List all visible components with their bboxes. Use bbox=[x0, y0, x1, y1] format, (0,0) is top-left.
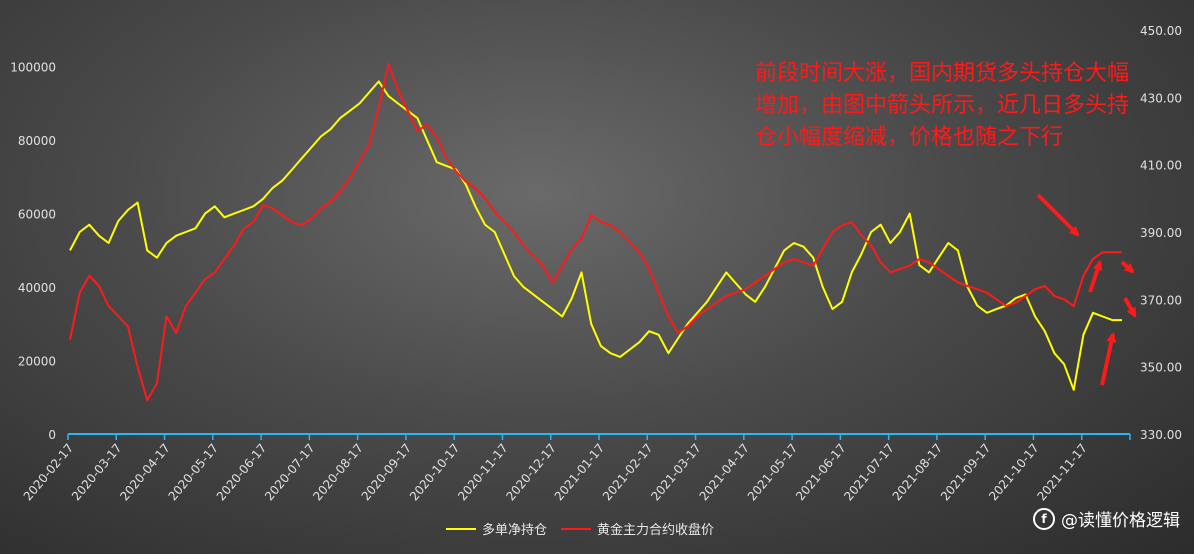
arrow-right-lower bbox=[1123, 297, 1137, 318]
legend-swatch-yellow bbox=[446, 527, 476, 530]
x-tick-label: 2021-05-17 bbox=[745, 441, 801, 503]
legend-item-price: 黄金主力合约收盘价 bbox=[561, 519, 714, 538]
arrow-up-upper bbox=[1088, 260, 1103, 293]
annotation-arrows bbox=[1036, 193, 1137, 386]
arrow-down-right bbox=[1036, 193, 1080, 237]
x-tick-label: 2020-10-17 bbox=[407, 441, 463, 503]
legend-item-position: 多单净持仓 bbox=[446, 519, 547, 538]
x-tick-label: 2020-07-17 bbox=[262, 441, 318, 503]
x-tick-label: 2020-08-17 bbox=[310, 441, 366, 503]
watermark-logo-icon: f bbox=[1033, 507, 1055, 530]
y-left-tick-label: 60000 bbox=[18, 208, 56, 222]
chart-legend: 多单净持仓 黄金主力合约收盘价 bbox=[446, 519, 714, 538]
x-tick-label: 2020-03-17 bbox=[69, 441, 125, 503]
chart-annotation: 前段时间大涨，国内期货多头持仓大幅增加，由图中箭头所示，近几日多头持仓小幅度缩减… bbox=[755, 61, 1130, 150]
series-line-price bbox=[69, 62, 1122, 402]
y-left-tick-label: 0 bbox=[48, 428, 56, 442]
x-tick-label: 2021-11-17 bbox=[1034, 441, 1090, 503]
watermark-text: @读懂价格逻辑 bbox=[1061, 511, 1180, 531]
y-right-tick-label: 330.00 bbox=[1140, 428, 1182, 442]
y-left-tick-label: 40000 bbox=[18, 281, 56, 295]
x-tick-label: 2021-08-17 bbox=[890, 441, 946, 503]
x-tick-label: 2020-04-17 bbox=[117, 441, 173, 503]
x-tick-label: 2020-09-17 bbox=[359, 441, 415, 503]
x-tick-label: 2021-04-17 bbox=[697, 441, 753, 503]
x-tick-label: 2021-10-17 bbox=[986, 441, 1042, 503]
x-tick-label: 2021-03-17 bbox=[648, 441, 704, 503]
y-right-tick-label: 370.00 bbox=[1140, 293, 1182, 307]
x-tick-label: 2020-02-17 bbox=[21, 441, 77, 503]
y-right-tick-label: 350.00 bbox=[1140, 361, 1182, 375]
legend-swatch-red bbox=[561, 527, 592, 530]
y-left-tick-label: 80000 bbox=[18, 134, 56, 148]
x-tick-label: 2021-07-17 bbox=[841, 441, 897, 503]
series-line-position bbox=[69, 80, 1122, 391]
y-right-tick-label: 430.00 bbox=[1140, 91, 1182, 105]
y-left-tick-label: 20000 bbox=[18, 355, 56, 369]
x-tick-label: 2020-06-17 bbox=[214, 441, 270, 503]
y-right-tick-label: 410.00 bbox=[1140, 159, 1182, 173]
legend-label-price: 黄金主力合约收盘价 bbox=[597, 523, 715, 538]
x-tick-label: 2020-11-17 bbox=[455, 441, 511, 503]
x-tick-label: 2021-01-17 bbox=[552, 441, 608, 503]
y-right-tick-label: 450.00 bbox=[1140, 24, 1182, 38]
y-right-tick-label: 390.00 bbox=[1140, 226, 1182, 240]
arrow-right-upper bbox=[1120, 260, 1135, 274]
x-tick-label: 2020-12-17 bbox=[503, 441, 559, 503]
x-tick-label: 2020-05-17 bbox=[166, 441, 222, 503]
x-tick-label: 2021-09-17 bbox=[938, 441, 994, 503]
watermark: f @读懂价格逻辑 bbox=[1033, 506, 1180, 531]
y-left-tick-label: 100000 bbox=[10, 61, 56, 75]
x-tick-label: 2021-06-17 bbox=[793, 441, 849, 503]
arrow-up-lower bbox=[1100, 332, 1117, 386]
x-tick-label: 2021-02-17 bbox=[600, 441, 656, 503]
legend-label-position: 多单净持仓 bbox=[482, 523, 548, 538]
